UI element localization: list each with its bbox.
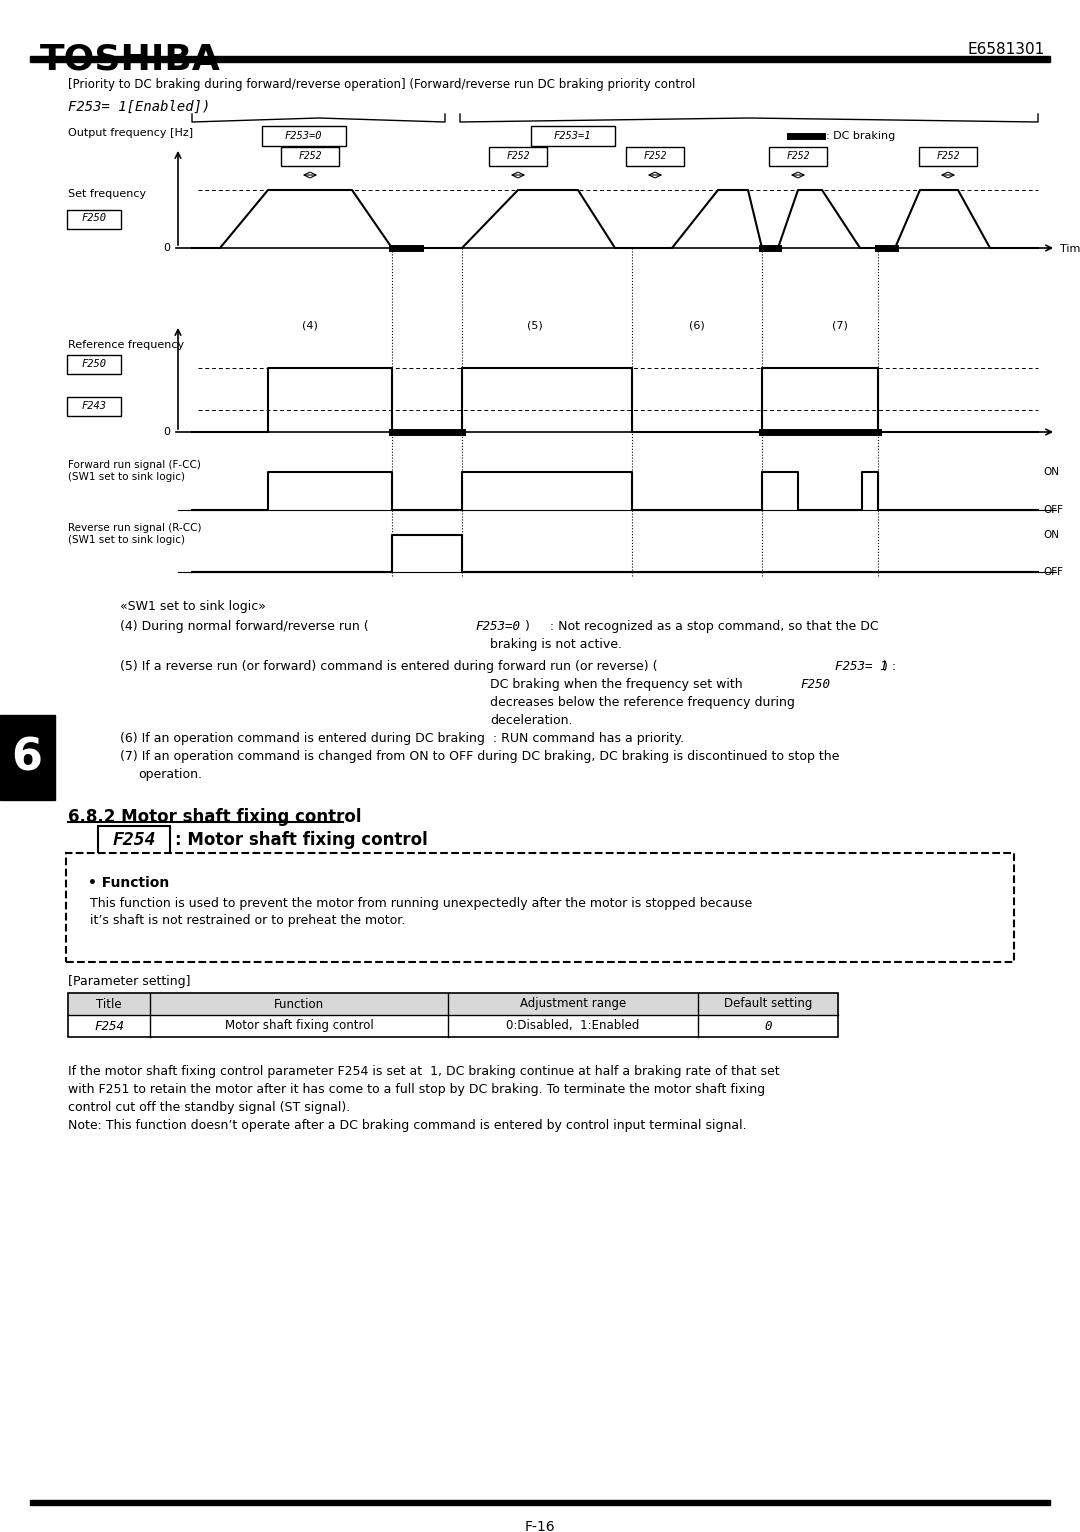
Text: Note: This function doesn’t operate after a DC braking command is entered by con: Note: This function doesn’t operate afte… xyxy=(68,1118,746,1132)
Text: • Function: • Function xyxy=(87,876,170,890)
Text: (7): (7) xyxy=(832,320,848,329)
Text: F250: F250 xyxy=(81,213,107,224)
Text: Forward run signal (F-CC): Forward run signal (F-CC) xyxy=(68,460,201,470)
FancyBboxPatch shape xyxy=(919,147,977,165)
FancyBboxPatch shape xyxy=(626,147,684,165)
Text: : DC braking: : DC braking xyxy=(826,132,895,141)
Text: F243: F243 xyxy=(81,401,107,411)
Text: with F251 to retain the motor after it has come to a full stop by DC braking. To: with F251 to retain the motor after it h… xyxy=(68,1083,765,1095)
Text: )     : Not recognized as a stop command, so that the DC: ) : Not recognized as a stop command, so… xyxy=(525,620,879,633)
Text: control cut off the standby signal (ST signal).: control cut off the standby signal (ST s… xyxy=(68,1102,350,1114)
Text: Output frequency [Hz]: Output frequency [Hz] xyxy=(68,129,193,138)
Text: Default setting: Default setting xyxy=(724,997,812,1011)
Bar xyxy=(30,1500,1050,1504)
Text: it’s shaft is not restrained or to preheat the motor.: it’s shaft is not restrained or to prehe… xyxy=(90,915,405,927)
Text: F253=0: F253=0 xyxy=(284,132,322,141)
Bar xyxy=(30,57,1050,61)
FancyBboxPatch shape xyxy=(98,826,170,853)
FancyBboxPatch shape xyxy=(531,126,615,146)
Text: Set frequency: Set frequency xyxy=(68,188,146,199)
Text: operation.: operation. xyxy=(138,768,202,781)
Text: (SW1 set to sink logic): (SW1 set to sink logic) xyxy=(68,535,185,545)
Text: OFF: OFF xyxy=(1043,506,1063,515)
FancyBboxPatch shape xyxy=(66,853,1014,962)
Text: 6.8.2 Motor shaft fixing control: 6.8.2 Motor shaft fixing control xyxy=(68,807,362,826)
Text: 0: 0 xyxy=(163,244,170,253)
Bar xyxy=(0,715,55,800)
FancyBboxPatch shape xyxy=(67,210,121,228)
Text: [Parameter setting]: [Parameter setting] xyxy=(68,974,190,988)
FancyBboxPatch shape xyxy=(281,147,339,165)
Text: Function: Function xyxy=(274,997,324,1011)
Text: (6) If an operation command is entered during DC braking  : RUN command has a pr: (6) If an operation command is entered d… xyxy=(120,732,684,745)
Text: ON: ON xyxy=(1043,467,1059,476)
Text: F253=0: F253=0 xyxy=(475,620,519,633)
Text: 6: 6 xyxy=(12,737,42,780)
Text: E6581301: E6581301 xyxy=(968,41,1045,57)
Bar xyxy=(68,1016,838,1037)
Text: F254: F254 xyxy=(94,1019,124,1033)
Text: (SW1 set to sink logic): (SW1 set to sink logic) xyxy=(68,472,185,483)
Text: F253= 1: F253= 1 xyxy=(835,660,888,673)
Text: (7) If an operation command is changed from ON to OFF during DC braking, DC brak: (7) If an operation command is changed f… xyxy=(120,751,839,763)
Bar xyxy=(68,993,838,1037)
FancyBboxPatch shape xyxy=(67,397,121,417)
FancyBboxPatch shape xyxy=(769,147,827,165)
Text: F253=1: F253=1 xyxy=(553,132,591,141)
Text: F252: F252 xyxy=(507,152,530,161)
Text: [Priority to DC braking during forward/reverse operation] (Forward/reverse run D: [Priority to DC braking during forward/r… xyxy=(68,78,696,90)
Text: braking is not active.: braking is not active. xyxy=(490,637,622,651)
Text: F252: F252 xyxy=(786,152,810,161)
Text: F250: F250 xyxy=(800,679,831,691)
Text: OFF: OFF xyxy=(1043,567,1063,578)
Text: Adjustment range: Adjustment range xyxy=(519,997,626,1011)
Text: Reference frequency: Reference frequency xyxy=(68,340,184,349)
Text: DC braking when the frequency set with: DC braking when the frequency set with xyxy=(490,679,746,691)
Text: F252: F252 xyxy=(298,152,322,161)
Text: : Motor shaft fixing control: : Motor shaft fixing control xyxy=(175,830,428,849)
Text: «SW1 set to sink logic»: «SW1 set to sink logic» xyxy=(120,601,266,613)
Text: F252: F252 xyxy=(644,152,666,161)
FancyBboxPatch shape xyxy=(489,147,546,165)
Text: This function is used to prevent the motor from running unexpectedly after the m: This function is used to prevent the mot… xyxy=(90,898,753,910)
Text: decreases below the reference frequency during: decreases below the reference frequency … xyxy=(490,696,795,709)
Bar xyxy=(68,993,838,1016)
Text: (5): (5) xyxy=(527,320,543,329)
Text: Time [s]: Time [s] xyxy=(1059,244,1080,253)
Text: 0:Disabled,  1:Enabled: 0:Disabled, 1:Enabled xyxy=(507,1019,639,1033)
FancyBboxPatch shape xyxy=(262,126,346,146)
Text: F252: F252 xyxy=(936,152,960,161)
Text: ON: ON xyxy=(1043,530,1059,539)
Text: deceleration.: deceleration. xyxy=(490,714,572,728)
FancyBboxPatch shape xyxy=(67,355,121,374)
Text: Title: Title xyxy=(96,997,122,1011)
Text: (5) If a reverse run (or forward) command is entered during forward run (or reve: (5) If a reverse run (or forward) comman… xyxy=(120,660,658,673)
Text: 0: 0 xyxy=(163,427,170,437)
Text: 0: 0 xyxy=(765,1019,772,1033)
Text: (6): (6) xyxy=(689,320,705,329)
Text: Reverse run signal (R-CC): Reverse run signal (R-CC) xyxy=(68,522,202,533)
Text: TOSHIBA: TOSHIBA xyxy=(40,41,221,77)
Text: Motor shaft fixing control: Motor shaft fixing control xyxy=(225,1019,374,1033)
Text: ) :: ) : xyxy=(883,660,896,673)
Text: F253= 1[Enabled]): F253= 1[Enabled]) xyxy=(68,100,211,113)
Text: If the motor shaft fixing control parameter F254 is set at  1, DC braking contin: If the motor shaft fixing control parame… xyxy=(68,1065,780,1079)
Text: F250: F250 xyxy=(81,358,107,369)
Text: F-16: F-16 xyxy=(525,1520,555,1532)
Text: F254: F254 xyxy=(112,830,156,849)
Text: (4): (4) xyxy=(302,320,318,329)
Text: (4) During normal forward/reverse run (: (4) During normal forward/reverse run ( xyxy=(120,620,368,633)
